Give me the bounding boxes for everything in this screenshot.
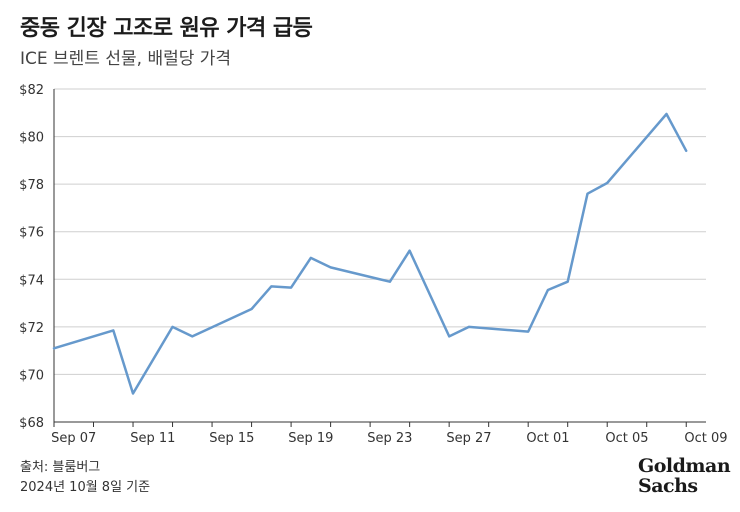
- x-tick-label: Sep 07: [51, 431, 96, 446]
- goldman-sachs-logo: Goldman Sachs: [638, 455, 731, 497]
- x-tick-label: Oct 01: [526, 431, 569, 446]
- x-tick-label: Sep 19: [288, 431, 333, 446]
- source-note: 출처: 블룸버그 2024년 10월 8일 기준: [20, 458, 150, 498]
- series-line: [52, 112, 688, 395]
- x-tick-label: Oct 09: [684, 431, 727, 446]
- x-tick-label: Oct 05: [605, 431, 648, 446]
- x-tick-label: Sep 27: [446, 431, 491, 446]
- date-note: 2024년 10월 8일 기준: [20, 480, 151, 495]
- y-tick-label: $72: [19, 321, 44, 336]
- y-tick-label: $82: [19, 83, 44, 98]
- y-tick-label: $78: [19, 178, 44, 193]
- y-tick-label: $74: [19, 273, 44, 288]
- y-tick-label: $68: [19, 416, 44, 431]
- y-tick-label: $70: [19, 368, 44, 383]
- source-text: 출처: 블룸버그: [20, 460, 101, 475]
- x-tick-label: Sep 23: [367, 431, 412, 446]
- logo-line-2: Sachs: [638, 475, 698, 497]
- x-tick-label: Sep 15: [209, 431, 254, 446]
- logo-line-1: Goldman: [638, 455, 731, 477]
- chart-title: 중동 긴장 고조로 원유 가격 급등: [20, 16, 313, 41]
- x-tick-label: Sep 11: [130, 431, 175, 446]
- y-tick-label: $80: [19, 131, 44, 146]
- y-tick-label: $76: [19, 226, 44, 241]
- chart-subtitle: ICE 브렌트 선물, 배럴당 가격: [20, 49, 232, 69]
